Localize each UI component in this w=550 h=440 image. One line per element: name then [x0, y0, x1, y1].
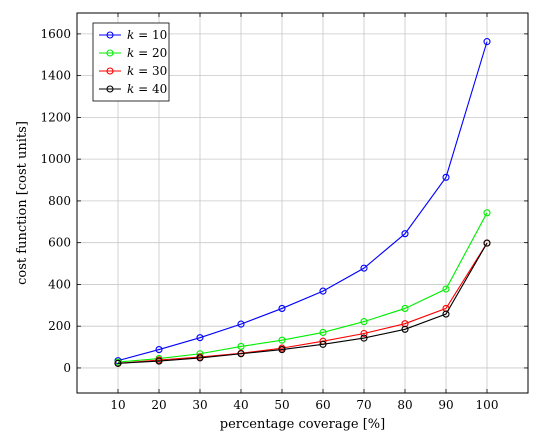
y-tick-label: 1600: [40, 27, 71, 41]
data-point: [237, 350, 245, 358]
x-tick-label: 70: [356, 398, 371, 412]
x-tick-label: 40: [233, 398, 248, 412]
data-point: [319, 287, 327, 295]
data-point: [360, 329, 368, 338]
series-line: [117, 212, 488, 363]
series-2: [114, 209, 491, 366]
legend-item: k = 40: [99, 82, 167, 96]
data-point: [237, 342, 245, 350]
data-point: [237, 320, 245, 328]
y-tick-label: 1200: [40, 110, 71, 124]
legend-marker: [106, 67, 114, 75]
x-tick-label: 90: [438, 398, 453, 412]
x-tick-label: 10: [110, 398, 125, 412]
data-point: [278, 336, 286, 344]
x-tick-label: 20: [151, 398, 166, 412]
grid: [77, 13, 528, 393]
data-point: [360, 264, 368, 272]
x-tick-label: 50: [274, 398, 289, 412]
plot-frame: [76, 12, 529, 394]
series-4: [114, 239, 491, 367]
data-point: [155, 357, 163, 365]
data-point: [442, 310, 450, 318]
series-group: [114, 38, 491, 367]
x-tick-label: 30: [192, 398, 207, 412]
series-line: [117, 41, 488, 362]
legend-item: k = 30: [99, 64, 167, 78]
x-tick-label: 80: [397, 398, 412, 412]
data-point: [483, 38, 491, 46]
legend-box: [92, 22, 170, 102]
y-tick-label: 1400: [40, 69, 71, 83]
data-point: [360, 334, 368, 342]
legend-label: k = 10: [127, 28, 167, 42]
data-point: [483, 209, 491, 217]
y-tick-label: 0: [63, 361, 71, 375]
legend-item: k = 20: [99, 46, 167, 60]
series-line: [117, 242, 488, 364]
legend-marker: [106, 49, 114, 57]
ticks: 10 20 30 40 50 60 70 80 90 1000200400600800100012…: [40, 13, 528, 412]
legend: k = 10 k = 20 k = 30 k = 40: [92, 22, 170, 102]
data-point: [483, 239, 491, 247]
data-point: [155, 346, 163, 354]
series-1: [114, 38, 491, 365]
y-axis-label: cost function [cost units]: [15, 121, 30, 285]
legend-label: k = 20: [127, 46, 167, 60]
data-point: [278, 346, 286, 354]
x-axis-label: percentage coverage [%]: [220, 417, 385, 432]
y-tick-label: 400: [48, 277, 71, 291]
y-tick-label: 1000: [40, 152, 71, 166]
data-point: [442, 173, 450, 181]
legend-marker: [106, 31, 114, 39]
data-point: [319, 340, 327, 348]
data-point: [401, 325, 409, 333]
data-point: [114, 359, 122, 367]
legend-label: k = 30: [127, 64, 167, 78]
data-point: [278, 304, 286, 312]
data-point: [401, 230, 409, 238]
data-point: [319, 328, 327, 337]
x-tick-label: 100: [476, 398, 499, 412]
data-point: [196, 334, 204, 342]
axes: [76, 12, 529, 394]
legend-marker: [106, 85, 114, 93]
data-point: [442, 285, 450, 293]
data-point: [360, 318, 368, 326]
y-tick-label: 200: [48, 319, 71, 333]
legend-label: k = 40: [127, 82, 167, 96]
y-tick-label: 600: [48, 236, 71, 250]
legend-item: k = 10: [99, 28, 167, 42]
data-point: [401, 304, 409, 312]
y-tick-label: 800: [48, 194, 71, 208]
x-tick-label: 60: [315, 398, 330, 412]
series-line: [117, 242, 488, 364]
data-point: [196, 354, 204, 362]
